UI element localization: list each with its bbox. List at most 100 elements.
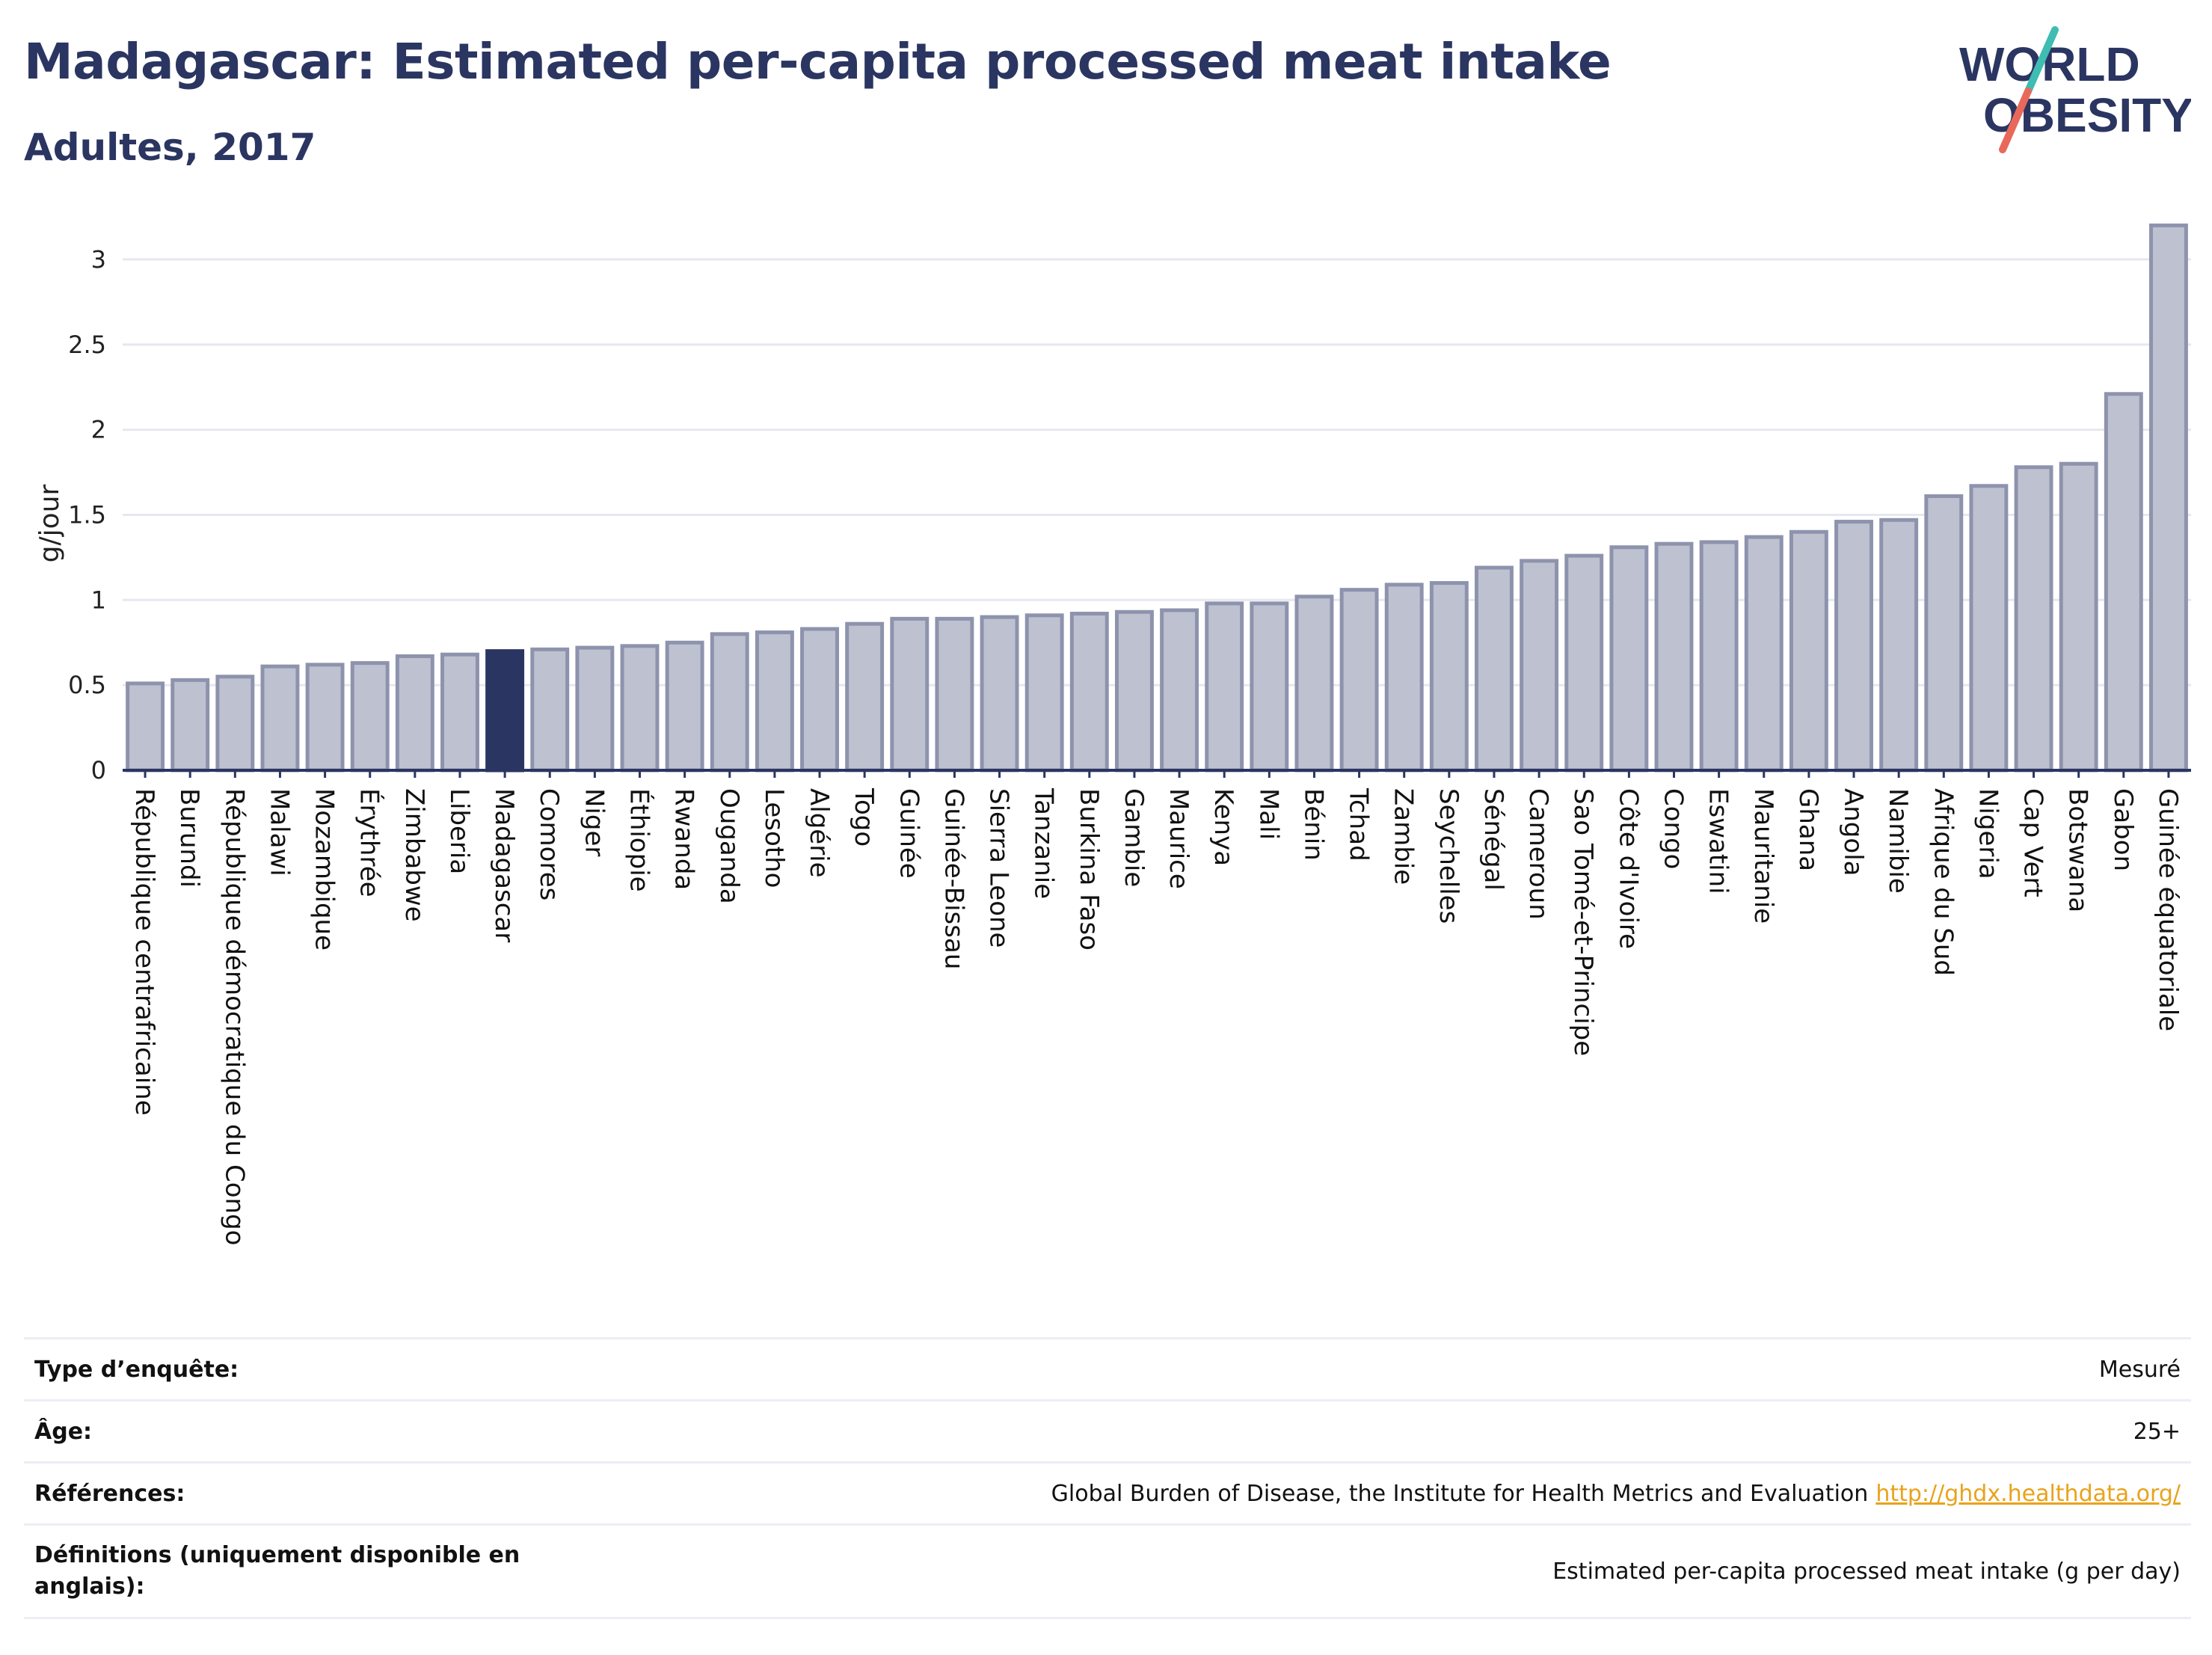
- x-tick-label: Botswana: [2063, 788, 2093, 912]
- x-tick-label: Mauritanie: [1748, 788, 1778, 924]
- x-tick-label: Togo: [849, 787, 879, 847]
- info-value-definitions: Estimated per-capita processed meat inta…: [1552, 1558, 2181, 1585]
- bar: [1834, 520, 1873, 773]
- bar-highlighted: [485, 649, 525, 773]
- bar: [1564, 553, 1604, 773]
- x-tick-label: Madagascar: [489, 788, 519, 942]
- x-tick-label: Eswatini: [1703, 788, 1733, 894]
- bar: [260, 664, 300, 773]
- y-tick-label: 2.5: [68, 331, 106, 359]
- bar: [1429, 581, 1469, 773]
- info-row-references: Références: Global Burden of Disease, th…: [24, 1464, 2191, 1526]
- bar: [2014, 465, 2053, 773]
- bar: [305, 663, 345, 773]
- y-tick-label: 0: [91, 756, 106, 784]
- bar: [2148, 223, 2188, 773]
- x-tick-label: Sao Tomé-et-Principe: [1568, 788, 1598, 1056]
- y-tick-label: 0.5: [68, 671, 106, 699]
- bar: [1384, 583, 1424, 773]
- bar: [395, 654, 434, 773]
- bar: [2104, 392, 2143, 773]
- x-tick-label: Guinée-Bissau: [938, 788, 968, 969]
- x-tick-label: Guinée: [894, 788, 924, 879]
- bar: [1475, 565, 1514, 773]
- bar: [1879, 518, 1919, 773]
- x-tick-label: Burkina Faso: [1074, 788, 1104, 951]
- bar: [1654, 541, 1694, 773]
- x-tick-label: Comores: [534, 788, 564, 900]
- bar: [1924, 494, 1964, 773]
- x-tick-label: Mali: [1253, 788, 1283, 840]
- info-row-survey: Type d’enquête: Mesuré: [24, 1339, 2191, 1401]
- info-label-survey: Type d’enquête:: [34, 1356, 239, 1383]
- chart-title: Madagascar: Estimated per-capita process…: [24, 33, 1612, 90]
- x-tick-label: Ouganda: [714, 788, 744, 904]
- world-obesity-logo[interactable]: WORLD OBESITY: [1944, 22, 2191, 157]
- bar: [935, 616, 974, 773]
- bar: [1609, 545, 1649, 773]
- info-row-definitions: Définitions (uniquement disponible en an…: [24, 1526, 2191, 1619]
- bar: [800, 627, 839, 773]
- x-tick-label: Namibie: [1883, 788, 1913, 894]
- bar: [1250, 601, 1289, 773]
- bar: [1520, 559, 1559, 773]
- info-value-references: Global Burden of Disease, the Institute …: [1051, 1481, 2191, 1507]
- bar: [1160, 608, 1199, 773]
- info-label-age: Âge:: [34, 1418, 93, 1445]
- bar: [665, 640, 704, 773]
- x-tick-label: Algérie: [804, 788, 834, 878]
- bar: [1744, 535, 1784, 773]
- x-tick-label: Guinée équatoriale: [2153, 788, 2183, 1031]
- logo-slash-top: [2024, 26, 2059, 95]
- y-tick-label: 2: [91, 416, 106, 444]
- bar: [575, 645, 615, 773]
- bar: [755, 630, 794, 773]
- bar: [710, 632, 749, 773]
- x-tick-label: Sierra Leone: [984, 788, 1014, 948]
- x-tick-label: Afrique du Sud: [1928, 788, 1958, 976]
- x-tick-label: Maurice: [1164, 788, 1193, 889]
- bar: [1024, 613, 1064, 773]
- x-tick-label: Sénégal: [1478, 788, 1508, 891]
- bar-chart: 0 0.5 1 1.5 2 2.5 3 g/jour République centrafric…: [34, 223, 2191, 1245]
- y-tick-label: 1.5: [68, 500, 106, 529]
- x-tick-label: Liberia: [444, 788, 474, 874]
- x-tick-label: Zimbabwe: [399, 788, 429, 922]
- bar: [1699, 540, 1739, 773]
- bar: [1069, 612, 1109, 773]
- x-tick-label: République centrafricaine: [129, 788, 159, 1116]
- x-tick-label: Kenya: [1208, 788, 1238, 866]
- x-tick-label: Érythrée: [354, 788, 385, 897]
- y-tick-label: 3: [91, 245, 106, 274]
- bar: [440, 652, 479, 773]
- x-tick-label: Rwanda: [669, 788, 699, 890]
- info-table: Type d’enquête: Mesuré Âge: 25+ Référenc…: [24, 1337, 2191, 1619]
- info-value-age: 25+: [2133, 1418, 2181, 1445]
- x-tick-label: Éthiopie: [624, 788, 655, 892]
- bar: [215, 675, 255, 773]
- x-tick-label: Cameroun: [1523, 788, 1553, 920]
- bar: [1789, 529, 1828, 773]
- x-tick-label: Malawi: [264, 788, 294, 876]
- bar: [1969, 484, 2009, 773]
- x-tick-label: République démocratique du Congo: [219, 788, 249, 1245]
- bar: [845, 621, 885, 773]
- x-tick-label: Seychelles: [1434, 788, 1463, 924]
- bar: [170, 678, 210, 773]
- references-link[interactable]: http://ghdx.healthdata.org/: [1875, 1480, 2181, 1507]
- x-tick-label: Tchad: [1344, 787, 1374, 862]
- bar: [1294, 595, 1334, 773]
- x-tick-label: Mozambique: [310, 788, 340, 951]
- chart-subtitle: Adultes, 2017: [24, 126, 316, 169]
- bar: [1205, 601, 1244, 773]
- bar: [350, 661, 390, 773]
- bar: [126, 681, 165, 773]
- bar: [980, 615, 1019, 773]
- info-label-references: Références:: [34, 1480, 185, 1507]
- x-tick-label: Côte d'Ivoire: [1613, 788, 1643, 949]
- logo-slash-bottom: [1999, 87, 2032, 153]
- bar: [890, 616, 930, 773]
- x-tick-label: Congo: [1659, 788, 1689, 869]
- bar: [620, 644, 660, 773]
- x-tick-label: Nigeria: [1973, 788, 2003, 879]
